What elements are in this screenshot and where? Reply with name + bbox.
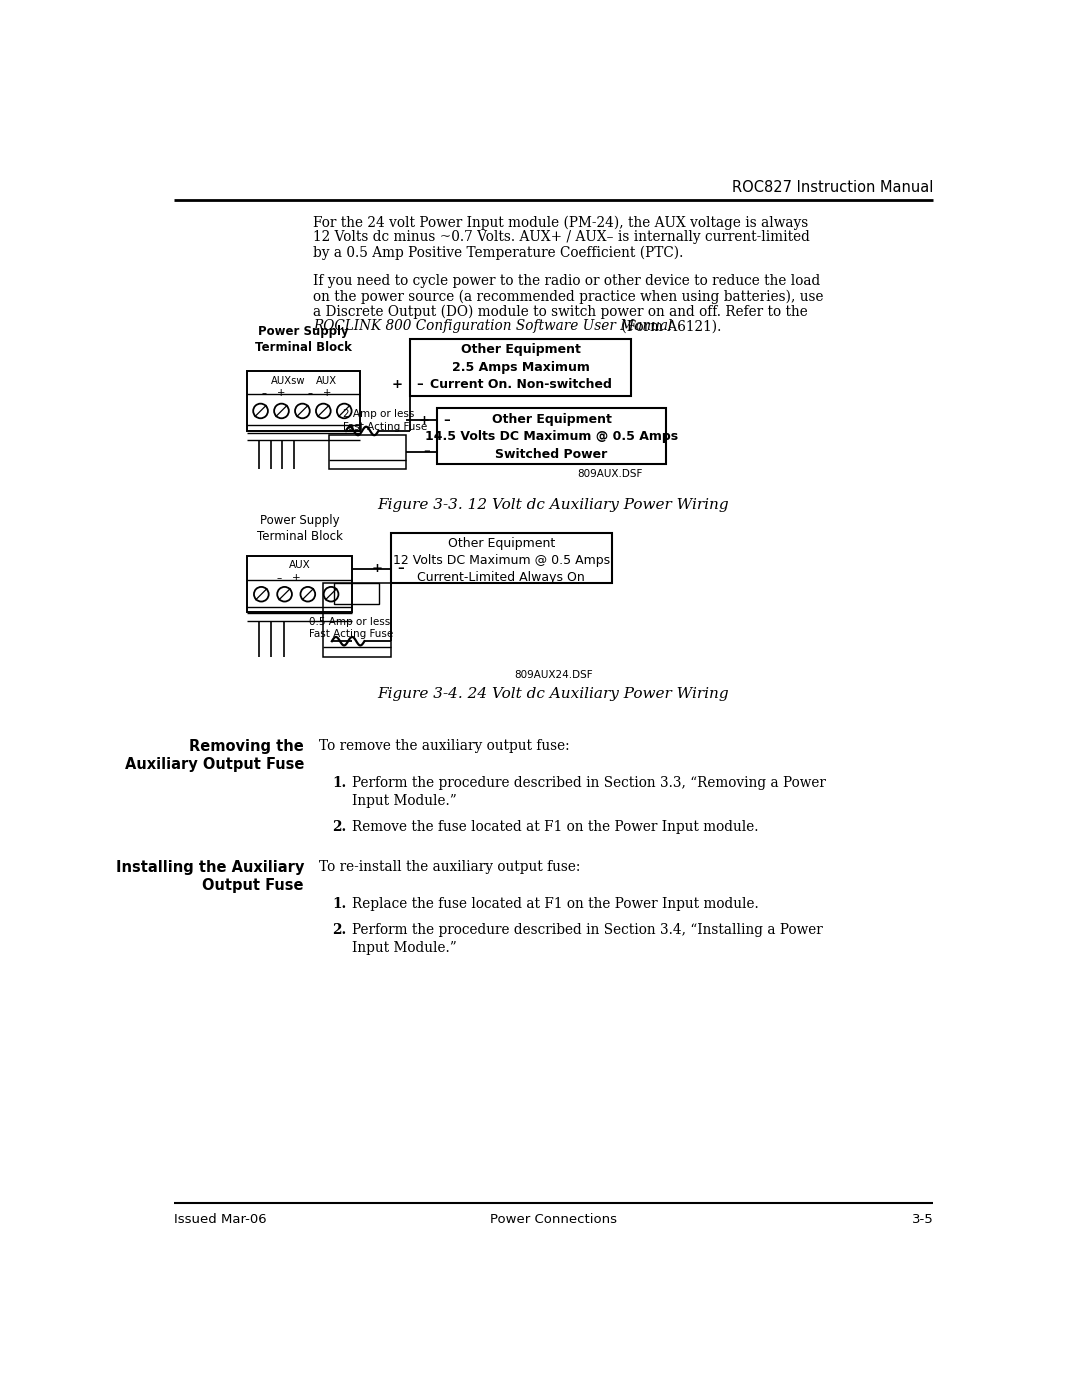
Text: If you need to cycle power to the radio or other device to reduce the load: If you need to cycle power to the radio … (313, 274, 821, 288)
Text: Removing the: Removing the (189, 739, 303, 754)
Text: +: + (293, 573, 301, 584)
Bar (437, 408, 666, 464)
Text: 3-5: 3-5 (912, 1213, 933, 1225)
Bar (328, 434, 406, 469)
Text: Replace the fuse located at F1 on the Power Input module.: Replace the fuse located at F1 on the Po… (352, 897, 759, 911)
Text: Perform the procedure described in Section 3.4, “Installing a Power: Perform the procedure described in Secti… (352, 923, 823, 937)
Text: +: + (419, 414, 430, 426)
Text: Terminal Block: Terminal Block (257, 529, 342, 542)
Text: Remove the fuse located at F1 on the Power Input module.: Remove the fuse located at F1 on the Pow… (352, 820, 758, 834)
Text: –: – (397, 563, 404, 576)
Text: Auxiliary Output Fuse: Auxiliary Output Fuse (124, 757, 303, 773)
Text: Installing the Auxiliary: Installing the Auxiliary (116, 861, 303, 875)
Text: Other Equipment
14.5 Volts DC Maximum @ 0.5 Amps
Switched Power: Other Equipment 14.5 Volts DC Maximum @ … (426, 412, 678, 461)
Text: Issued Mar-06: Issued Mar-06 (174, 1213, 267, 1225)
Text: ROCLINK 800 Configuration Software User Manual: ROCLINK 800 Configuration Software User … (313, 320, 673, 334)
Text: –: – (276, 573, 282, 584)
Text: 2 Amp or less
Fast Acting Fuse: 2 Amp or less Fast Acting Fuse (342, 409, 427, 432)
Text: +: + (372, 563, 383, 576)
Text: ROC827 Instruction Manual: ROC827 Instruction Manual (732, 180, 933, 194)
Text: –: – (422, 446, 430, 458)
Text: Power Connections: Power Connections (490, 1213, 617, 1225)
Text: 12 Volts dc minus ~0.7 Volts. AUX+ / AUX– is internally current-limited: 12 Volts dc minus ~0.7 Volts. AUX+ / AUX… (313, 231, 810, 244)
Text: a Discrete Output (DO) module to switch power on and off. Refer to the: a Discrete Output (DO) module to switch … (313, 305, 808, 319)
Text: Output Fuse: Output Fuse (202, 879, 303, 893)
Text: +: + (276, 388, 285, 398)
Bar (323, 583, 391, 657)
Text: 1.: 1. (332, 775, 346, 789)
Text: Terminal Block: Terminal Block (255, 341, 352, 353)
Text: Power Supply: Power Supply (260, 514, 339, 527)
Text: Other Equipment
12 Volts DC Maximum @ 0.5 Amps
Current-Limited Always On: Other Equipment 12 Volts DC Maximum @ 0.… (393, 538, 610, 584)
Text: by a 0.5 Amp Positive Temperature Coefficient (PTC).: by a 0.5 Amp Positive Temperature Coeffi… (313, 246, 684, 260)
Text: –: – (308, 388, 313, 398)
Bar (410, 338, 631, 397)
Text: Perform the procedure described in Section 3.3, “Removing a Power: Perform the procedure described in Secti… (352, 775, 826, 789)
Text: To re-install the auxiliary output fuse:: To re-install the auxiliary output fuse: (320, 861, 581, 875)
Text: (Form A6121).: (Form A6121). (617, 320, 721, 334)
Text: Other Equipment
2.5 Amps Maximum
Current On. Non-switched: Other Equipment 2.5 Amps Maximum Current… (430, 344, 611, 391)
Bar (247, 372, 360, 432)
Bar (391, 532, 611, 583)
Text: 809AUX24.DSF: 809AUX24.DSF (514, 669, 593, 680)
Text: +: + (391, 377, 403, 391)
Bar (247, 556, 352, 612)
Text: Power Supply: Power Supply (258, 326, 349, 338)
Text: 809AUX.DSF: 809AUX.DSF (577, 469, 643, 479)
Text: AUXsw: AUXsw (271, 376, 306, 386)
Text: 0.5 Amp or less
Fast Acting Fuse: 0.5 Amp or less Fast Acting Fuse (309, 616, 393, 640)
Text: on the power source (a recommended practice when using batteries), use: on the power source (a recommended pract… (313, 289, 824, 303)
Bar (334, 583, 379, 605)
Text: +: + (323, 388, 332, 398)
Text: –: – (261, 388, 267, 398)
Text: –: – (416, 377, 423, 391)
Text: 1.: 1. (332, 897, 346, 911)
Text: 2.: 2. (332, 923, 346, 937)
Text: To remove the auxiliary output fuse:: To remove the auxiliary output fuse: (320, 739, 570, 753)
Text: Figure 3-3. 12 Volt dc Auxiliary Power Wiring: Figure 3-3. 12 Volt dc Auxiliary Power W… (378, 497, 729, 511)
Text: AUX: AUX (315, 376, 337, 386)
Text: Input Module.”: Input Module.” (352, 793, 457, 807)
Text: 2.: 2. (332, 820, 346, 834)
Text: Input Module.”: Input Module.” (352, 940, 457, 954)
Text: For the 24 volt Power Input module (PM-24), the AUX voltage is always: For the 24 volt Power Input module (PM-2… (313, 215, 809, 229)
Text: Figure 3-4. 24 Volt dc Auxiliary Power Wiring: Figure 3-4. 24 Volt dc Auxiliary Power W… (378, 687, 729, 701)
Text: AUX: AUX (288, 560, 311, 570)
Text: –: – (444, 414, 450, 426)
